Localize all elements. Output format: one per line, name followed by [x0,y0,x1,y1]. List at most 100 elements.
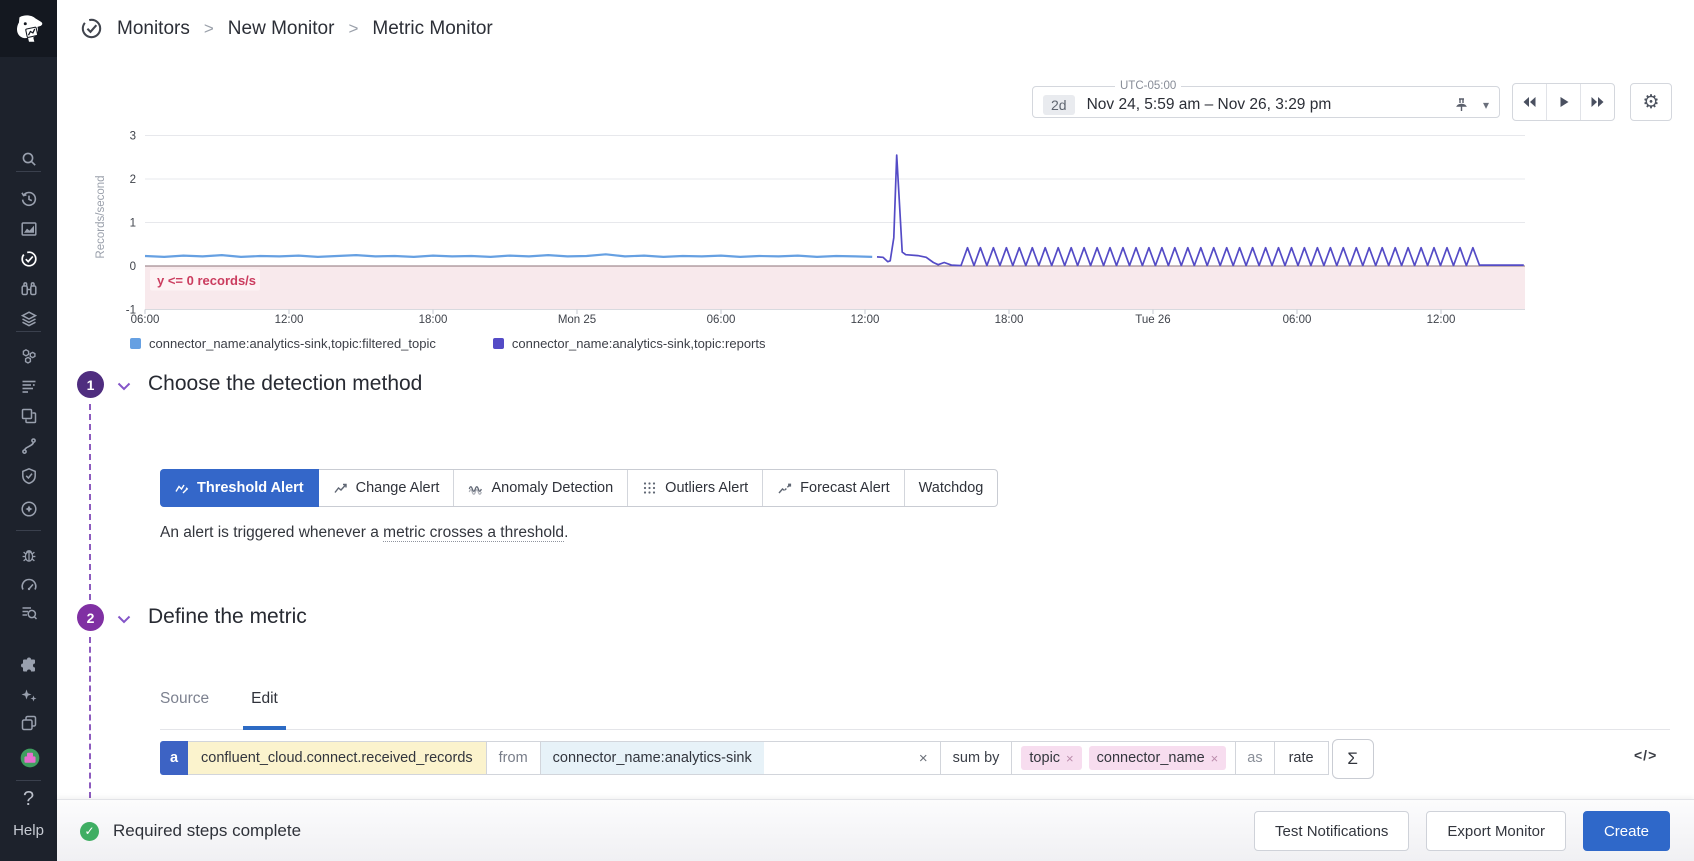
tag-connector-name[interactable]: connector_name × [1088,746,1227,770]
test-notifications-button[interactable]: Test Notifications [1254,811,1410,851]
help-label[interactable]: Help [13,822,44,839]
metric-editor-tabs: Source Edit [160,690,1670,730]
tab-watchdog[interactable]: Watchdog [918,480,984,496]
svg-text:18:00: 18:00 [419,314,448,326]
breadcrumb-monitors[interactable]: Monitors [117,17,190,39]
metric-name-field[interactable]: confluent_cloud.connect.received_records [188,741,487,775]
synthetics-compass-icon[interactable] [20,500,38,518]
step-2-badge: 2 [77,604,104,631]
success-check-icon: ✓ [80,821,99,841]
time-play-button[interactable] [1547,84,1581,120]
step-2-title: Define the metric [148,605,307,628]
time-backward-button[interactable] [1513,84,1547,120]
collapse-chevron-icon[interactable] [117,611,131,629]
tab-edit[interactable]: Edit [243,690,286,730]
tab-change-alert[interactable]: Change Alert [319,470,455,506]
tab-threshold-alert[interactable]: Threshold Alert [160,469,319,507]
logs-search-icon[interactable] [20,604,38,622]
legend-item-filtered-topic[interactable]: connector_name:analytics-sink,topic:filt… [130,336,436,351]
ai-sparkles-icon[interactable] [20,686,38,704]
timezone-label: UTC-05:00 [1120,80,1177,92]
workflows-copy-icon[interactable] [20,714,38,732]
rollup-value[interactable]: rate [1274,741,1329,775]
query-letter-badge[interactable]: a [160,741,188,775]
detection-description: An alert is triggered whenever a metric … [160,524,569,542]
filter-field[interactable]: connector_name:analytics-sink × [540,741,941,775]
remove-tag-icon[interactable]: × [1066,750,1074,766]
step-1-title: Choose the detection method [148,372,423,395]
step-connector-line [89,404,91,600]
svg-text:Tue 26: Tue 26 [1135,314,1170,326]
service-map-icon[interactable] [20,437,38,455]
chevron-down-icon[interactable]: ▾ [1482,97,1489,112]
detection-method-tabs: Threshold Alert Change Alert Anomaly Det… [160,469,999,507]
security-shield-icon[interactable] [20,467,38,485]
monitors-icon-active[interactable] [20,250,38,268]
svg-text:3: 3 [130,131,136,143]
group-by-tags[interactable]: topic × connector_name × [1012,741,1237,775]
tab-anomaly-detection[interactable]: Anomaly Detection [454,470,629,506]
account-avatar[interactable] [20,748,40,768]
watchdog-binoculars-icon[interactable] [20,280,38,298]
ci-gauge-icon[interactable] [20,576,38,594]
time-range-selector[interactable]: UTC-05:00 2d Nov 24, 5:59 am – Nov 26, 3… [1032,80,1500,118]
processes-hexagons-icon[interactable] [20,347,38,365]
interval-chip[interactable]: 2d [1043,94,1075,115]
tab-source[interactable]: Source [160,690,210,707]
remove-filter-icon[interactable]: × [918,749,928,767]
threshold-chart-icon [175,484,189,494]
sidebar-divider [16,530,41,531]
tag-topic[interactable]: topic × [1021,746,1082,770]
pin-icon[interactable] [1454,97,1469,113]
search-icon[interactable] [20,150,38,168]
metrics-chart-icon[interactable] [20,220,38,238]
metric-chart[interactable]: -1 0 1 2 3 06:00 12:00 18:00 Mon 25 06:00 12:00 18:… [60,112,1670,328]
sidebar: ? Help [0,0,57,861]
time-forward-button[interactable] [1581,84,1614,120]
error-tracking-bug-icon[interactable] [20,546,38,564]
svg-text:18:00: 18:00 [995,314,1024,326]
time-range-text[interactable]: Nov 24, 5:59 am – Nov 26, 3:29 pm [1086,95,1332,113]
breadcrumb-bar: Monitors > New Monitor > Metric Monitor [57,0,1694,57]
breadcrumb-separator: > [348,18,359,38]
integrations-puzzle-icon[interactable] [20,656,38,674]
step-connector-line [89,637,91,798]
breadcrumb-new-monitor[interactable]: New Monitor [227,17,335,39]
sidebar-divider [16,780,41,781]
filter-value[interactable]: connector_name:analytics-sink [540,742,764,774]
svg-text:2: 2 [130,174,136,186]
from-label: from [486,741,541,775]
export-monitor-button[interactable]: Export Monitor [1426,811,1566,851]
create-button[interactable]: Create [1582,811,1670,851]
datadog-dog-icon [16,14,42,42]
history-icon[interactable] [20,190,38,208]
infrastructure-layers-icon[interactable] [20,310,38,328]
as-label: as [1236,741,1275,775]
sum-by-label: sum by [940,741,1013,775]
datadog-logo[interactable] [0,0,57,57]
breadcrumb-metric-monitor[interactable]: Metric Monitor [372,17,493,39]
metric-query-row: a confluent_cloud.connect.received_recor… [160,739,1374,779]
tab-outliers-alert[interactable]: Outliers Alert [628,470,764,506]
svg-text:12:00: 12:00 [851,314,880,326]
remove-tag-icon[interactable]: × [1210,750,1219,766]
tab-forecast-alert[interactable]: Forecast Alert [763,470,905,506]
svg-text:06:00: 06:00 [707,314,736,326]
collapse-chevron-icon[interactable] [117,378,131,396]
apm-traces-icon[interactable] [20,377,38,395]
code-view-toggle[interactable]: </> [1634,747,1658,763]
svg-text:12:00: 12:00 [275,314,304,326]
ux-monitoring-windows-icon[interactable] [20,407,38,425]
svg-text:12:00: 12:00 [1427,314,1456,326]
legend-item-reports[interactable]: connector_name:analytics-sink,topic:repo… [492,336,766,351]
svg-text:-1: -1 [126,305,136,317]
svg-text:1: 1 [130,218,136,230]
footer-bar: ✓ Required steps complete Test Notificat… [57,799,1694,861]
sidebar-divider [16,331,41,332]
footer-status-text: Required steps complete [113,821,302,840]
settings-gear-button[interactable]: ⚙ [1630,83,1672,121]
help-icon[interactable]: ? [22,788,35,810]
threshold-help-link[interactable]: metric crosses a threshold [383,524,565,542]
aggregator-sigma-button[interactable]: Σ [1331,739,1374,779]
